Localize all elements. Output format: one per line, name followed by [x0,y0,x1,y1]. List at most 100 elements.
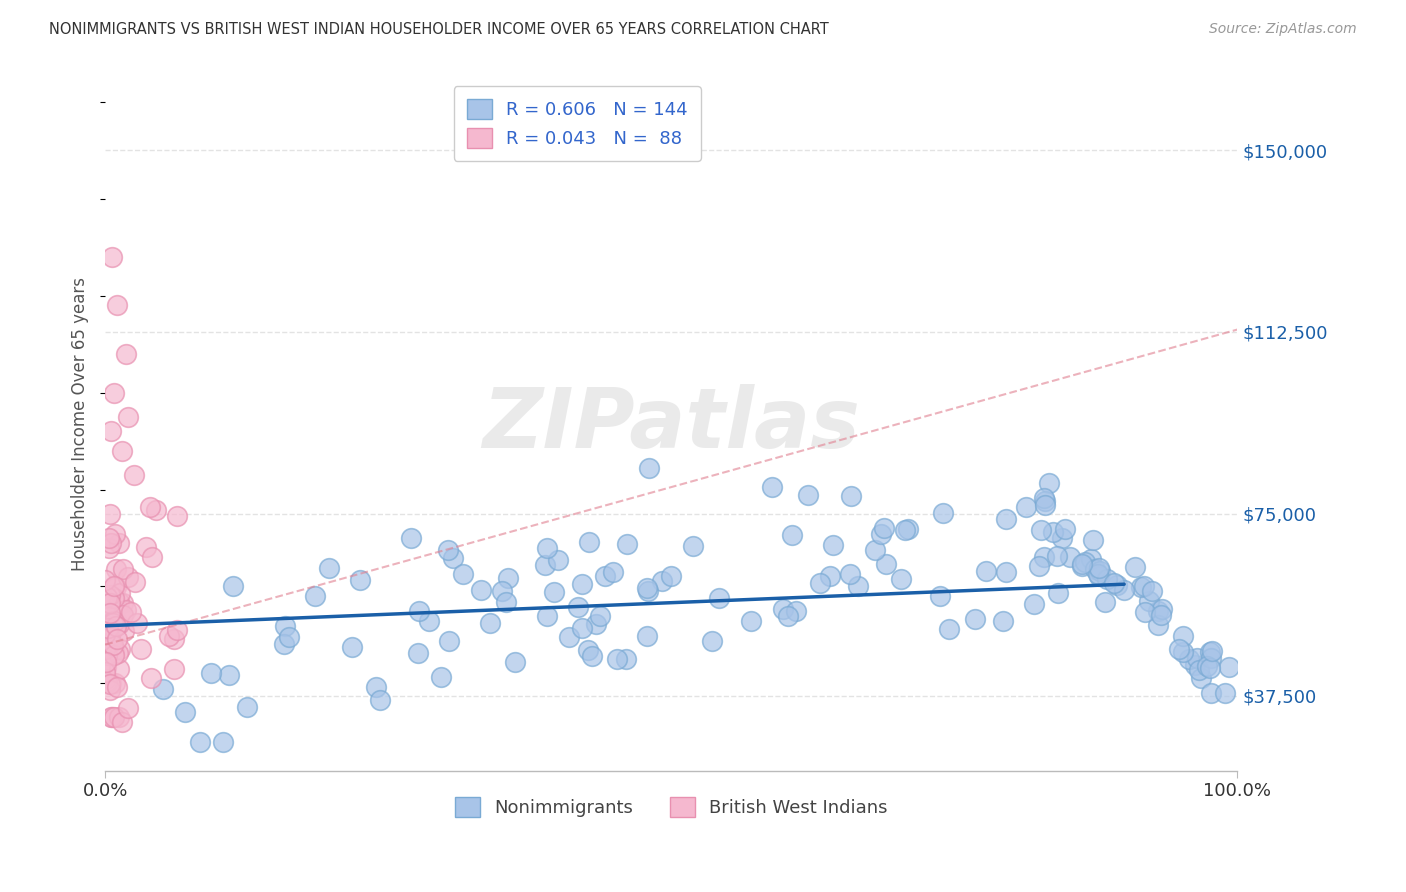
Point [101,250,124,264]
Point [94,617,117,632]
Point [974,564,997,578]
Point [1081,533,1104,548]
Point [96,672,118,686]
Point [838,567,860,582]
Point [823,538,845,552]
Point [1150,602,1173,616]
Point [212,734,235,748]
Point [120,605,142,619]
Point [157,629,180,643]
Point [1133,579,1156,593]
Point [636,629,658,643]
Point [108,710,131,724]
Point [740,614,762,628]
Point [797,488,820,502]
Point [105,599,128,614]
Point [94,660,117,674]
Point [98,596,121,610]
Point [98,610,121,624]
Point [105,298,128,312]
Point [1198,661,1220,675]
Point [103,643,125,657]
Point [100,634,122,648]
Point [104,562,127,576]
Point [1022,598,1045,612]
Point [110,641,132,656]
Point [399,531,422,545]
Point [111,610,134,624]
Point [104,676,127,690]
Point [1199,651,1222,665]
Point [100,710,122,724]
Point [429,670,451,684]
Point [96,675,118,690]
Point [470,582,492,597]
Point [536,608,558,623]
Point [100,676,122,690]
Point [1045,549,1067,563]
Point [97,621,120,635]
Point [98,507,121,521]
Text: ZIPatlas: ZIPatlas [482,384,860,465]
Point [1015,500,1038,514]
Point [163,632,186,647]
Point [107,646,129,660]
Point [873,521,896,535]
Point [1150,607,1173,622]
Point [495,594,517,608]
Point [451,566,474,581]
Point [1130,580,1153,594]
Point [1029,523,1052,537]
Point [105,619,128,633]
Point [1052,531,1074,545]
Point [491,583,513,598]
Point [1147,604,1170,618]
Point [1087,569,1109,583]
Point [94,627,117,641]
Point [589,609,612,624]
Point [166,623,188,637]
Point [163,662,186,676]
Point [96,655,118,669]
Point [785,604,807,618]
Point [112,596,135,610]
Point [1071,558,1094,572]
Point [105,619,128,633]
Point [1046,586,1069,600]
Point [94,642,117,657]
Point [865,542,887,557]
Point [100,624,122,639]
Point [368,692,391,706]
Point [364,680,387,694]
Point [141,549,163,564]
Point [104,610,127,624]
Point [117,700,139,714]
Point [709,591,731,606]
Point [111,443,134,458]
Point [273,637,295,651]
Legend: Nonimmigrants, British West Indians: Nonimmigrants, British West Indians [447,789,896,824]
Point [870,526,893,541]
Point [117,569,139,583]
Point [107,595,129,609]
Point [1199,645,1222,659]
Point [700,634,723,648]
Point [114,347,136,361]
Point [567,599,589,614]
Point [236,699,259,714]
Point [94,665,117,680]
Point [108,662,131,676]
Point [101,616,124,631]
Point [94,639,117,653]
Point [122,467,145,482]
Point [437,633,460,648]
Point [441,550,464,565]
Point [111,715,134,730]
Point [839,489,862,503]
Point [103,580,125,594]
Point [1137,594,1160,608]
Point [117,409,139,424]
Point [98,622,121,636]
Point [418,614,440,628]
Point [145,503,167,517]
